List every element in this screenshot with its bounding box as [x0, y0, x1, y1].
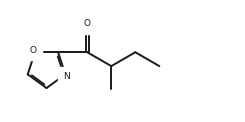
Text: O: O — [84, 20, 91, 28]
Text: O: O — [29, 46, 37, 55]
Text: N: N — [63, 72, 70, 81]
